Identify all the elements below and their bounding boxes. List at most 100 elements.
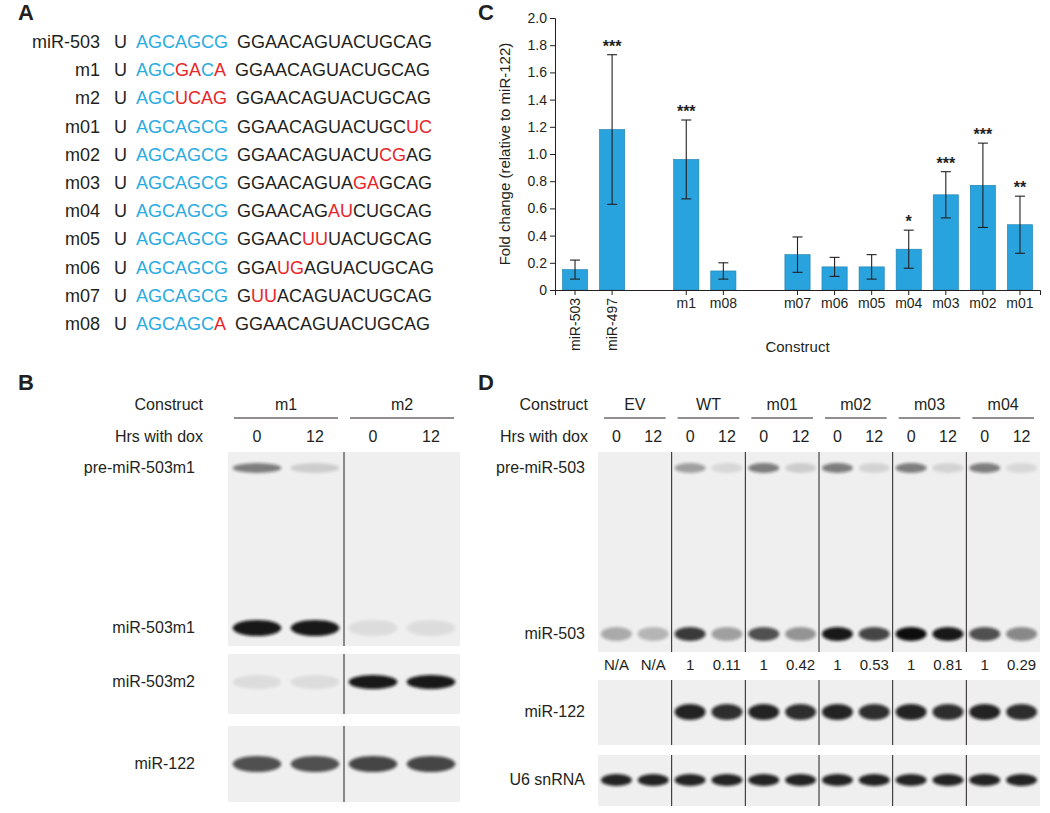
band bbox=[822, 463, 853, 473]
error-whisker bbox=[723, 263, 724, 279]
construct-name: m04 bbox=[988, 396, 1019, 413]
quantification: N/A bbox=[641, 656, 666, 673]
sequence-label: m03 bbox=[65, 173, 100, 193]
sequence-segment: A bbox=[214, 314, 226, 334]
band bbox=[748, 463, 779, 473]
y-tick-mark bbox=[550, 127, 555, 128]
band bbox=[291, 463, 340, 473]
sequence-segment: U bbox=[114, 286, 127, 306]
lane-divider bbox=[671, 680, 672, 745]
sequence-segment: UACUGCAG bbox=[328, 229, 432, 249]
x-tick-label: m1 bbox=[677, 295, 697, 311]
error-bar bbox=[830, 257, 840, 276]
sequence-segment: AGCAGCG bbox=[136, 258, 228, 278]
quantification: 0.42 bbox=[786, 656, 815, 673]
error-cap bbox=[793, 236, 803, 237]
y-tick-label: 1.2 bbox=[528, 119, 548, 135]
error-cap bbox=[904, 268, 914, 269]
blot bbox=[228, 726, 460, 802]
y-tick-label: 0.6 bbox=[528, 200, 548, 216]
y-tick-mark bbox=[550, 72, 555, 73]
y-tick-label: 0.8 bbox=[528, 173, 548, 189]
y-tick-mark bbox=[550, 236, 555, 237]
construct-name: m1 bbox=[275, 396, 297, 413]
sequence-segment: AGCAGCG bbox=[136, 32, 228, 52]
band bbox=[291, 675, 340, 689]
x-tick: m03 bbox=[932, 290, 959, 311]
construct-name: EV bbox=[624, 396, 646, 413]
lane-divider bbox=[671, 755, 672, 806]
y-tick: 0.2 bbox=[528, 255, 555, 271]
x-tick: m05 bbox=[858, 290, 885, 311]
lane-divider bbox=[892, 452, 893, 652]
quantification: 0.29 bbox=[1007, 656, 1036, 673]
band-label: miR-503m2 bbox=[112, 673, 195, 690]
sequence-segment: AGCAGC bbox=[136, 314, 214, 334]
band bbox=[748, 704, 779, 720]
time-label: 12 bbox=[422, 428, 440, 445]
error-cap bbox=[718, 279, 728, 280]
sequence-segment: UU bbox=[302, 229, 328, 249]
sequence-segment: AGCAGCG bbox=[136, 201, 228, 221]
construct-name: m2 bbox=[391, 396, 413, 413]
quantification: 0.11 bbox=[713, 656, 741, 673]
error-bar bbox=[793, 237, 803, 272]
band bbox=[859, 704, 890, 720]
error-cap bbox=[1015, 253, 1025, 254]
band bbox=[1006, 774, 1037, 786]
sequence-segment: GA bbox=[175, 60, 201, 80]
band-label: miR-503m1 bbox=[112, 619, 195, 636]
blot bbox=[228, 452, 460, 646]
sequence-segment: C bbox=[201, 60, 214, 80]
error-cap bbox=[867, 279, 877, 280]
sequence-segment: GGAACAGUACUGCAG bbox=[235, 314, 430, 334]
error-bar bbox=[904, 230, 914, 268]
error-whisker bbox=[871, 255, 872, 279]
sequence-segment: G bbox=[237, 286, 251, 306]
band bbox=[932, 463, 963, 473]
x-tick: m02 bbox=[969, 290, 996, 311]
band bbox=[932, 774, 963, 786]
construct-underline bbox=[899, 417, 961, 418]
sequence-label: m08 bbox=[65, 314, 100, 334]
sequence-segment: GGAACAGUACUGC bbox=[237, 117, 406, 137]
sequence-segment: GGAACAGUACU bbox=[237, 145, 379, 165]
x-tick: miR-497 bbox=[604, 290, 620, 351]
error-whisker bbox=[1019, 196, 1020, 253]
time-label: 0 bbox=[686, 428, 695, 445]
x-tick: miR-503 bbox=[567, 290, 583, 351]
sequence-label: m05 bbox=[65, 229, 100, 249]
y-tick-mark bbox=[550, 18, 555, 19]
y-tick-label: 0.4 bbox=[528, 228, 548, 244]
lane-divider bbox=[819, 755, 820, 806]
panel-label: A bbox=[18, 0, 34, 25]
band bbox=[822, 704, 853, 720]
lane-divider bbox=[966, 680, 967, 745]
lane-divider bbox=[819, 452, 820, 652]
background bbox=[0, 0, 1050, 813]
x-tick: m06 bbox=[821, 290, 848, 311]
sequence-label: m07 bbox=[65, 286, 100, 306]
sequence-segment: GGA bbox=[237, 258, 277, 278]
quantification: 0.53 bbox=[860, 656, 889, 673]
band bbox=[785, 774, 816, 786]
sequence-segment: CUGCAG bbox=[353, 201, 432, 221]
error-whisker bbox=[834, 257, 835, 276]
band-label: miR-122 bbox=[525, 703, 586, 720]
y-tick-label: 0.2 bbox=[528, 255, 548, 271]
sequence-segment: U bbox=[114, 60, 127, 80]
quantification: 1 bbox=[907, 656, 915, 673]
sequence-label: miR-503 bbox=[32, 32, 100, 52]
lane-divider bbox=[344, 452, 345, 646]
blot-panel: ConstructHrs with doxm1012m2012pre-miR-5… bbox=[84, 396, 460, 802]
band-label: U6 snRNA bbox=[509, 771, 585, 788]
sequence-segment: UCAG bbox=[175, 88, 227, 108]
sequence-segment: U bbox=[114, 173, 127, 193]
sequence-segment: U bbox=[114, 201, 127, 221]
time-label: 0 bbox=[759, 428, 768, 445]
band bbox=[675, 463, 706, 473]
band bbox=[675, 627, 706, 641]
sequence-label: m01 bbox=[65, 117, 100, 137]
band bbox=[932, 704, 963, 720]
band-label: pre-miR-503 bbox=[496, 459, 585, 476]
